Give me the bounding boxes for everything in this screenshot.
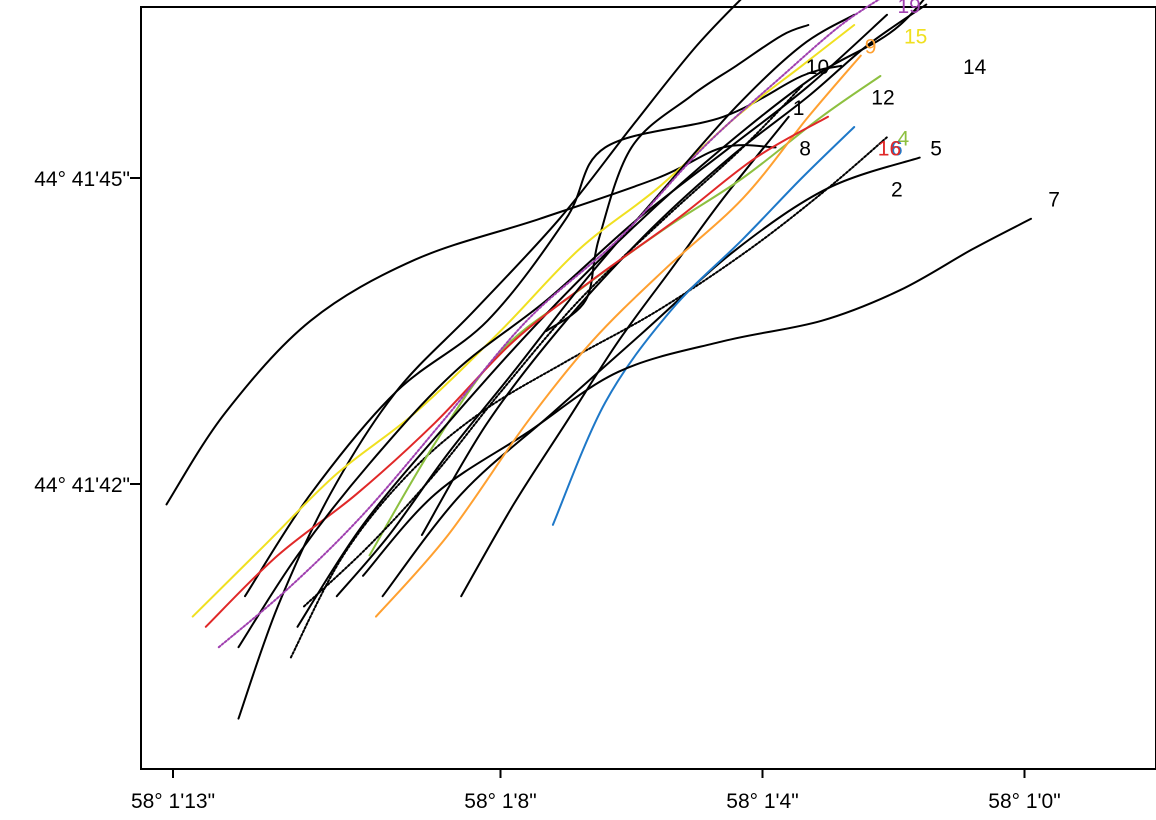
plot-frame bbox=[140, 6, 1156, 770]
track-line-8 bbox=[165, 144, 777, 506]
x-tick-label: 58° 1'8" bbox=[464, 790, 536, 813]
x-tick-label: 58° 1'0" bbox=[988, 790, 1060, 813]
track-line-19 bbox=[217, 0, 881, 649]
track-line-3 bbox=[237, 0, 742, 720]
track-label-16: 16 bbox=[878, 138, 901, 161]
track-line-1 bbox=[460, 115, 790, 598]
track-line-7 bbox=[362, 217, 1032, 577]
track-label-7: 7 bbox=[1048, 189, 1060, 212]
track-label-19: 19 bbox=[898, 0, 921, 18]
x-tick-label: 58° 1'4" bbox=[726, 790, 798, 813]
track-line-15 bbox=[191, 24, 856, 618]
track-line-2 bbox=[289, 136, 888, 659]
track-label-14: 14 bbox=[963, 56, 987, 79]
y-tick-label: 44° 41'42" bbox=[34, 474, 130, 497]
y-axis-ticks: 44° 41'45" 44° 41'42" bbox=[34, 168, 141, 497]
track-label-9: 9 bbox=[865, 36, 877, 59]
track-label-12: 12 bbox=[871, 87, 894, 110]
track-line-9 bbox=[375, 54, 862, 618]
track-label-2: 2 bbox=[891, 178, 903, 201]
track-line-6 bbox=[551, 126, 856, 526]
track-line-16 bbox=[204, 115, 829, 628]
track-line-17 bbox=[335, 13, 856, 598]
track-line-14 bbox=[420, 3, 928, 536]
track-label-10: 10 bbox=[806, 56, 829, 79]
track-label-layer: 12345678910111213141516171819 bbox=[793, 0, 1060, 212]
track-label-8: 8 bbox=[799, 138, 811, 161]
x-axis-ticks: 58° 1'13" 58° 1'8" 58° 1'4" 58° 1'0" bbox=[131, 769, 1061, 813]
track-label-5: 5 bbox=[930, 138, 942, 161]
track-line-10 bbox=[303, 85, 803, 608]
track-label-15: 15 bbox=[904, 25, 927, 48]
track-label-6: 6 bbox=[891, 138, 903, 161]
y-tick-label: 44° 41'45" bbox=[34, 168, 130, 191]
series-layer bbox=[165, 0, 1032, 720]
x-tick-label: 58° 1'13" bbox=[131, 790, 215, 813]
track-line-13 bbox=[296, 0, 925, 628]
track-line-18 bbox=[237, 13, 888, 649]
track-line-5 bbox=[381, 156, 921, 598]
track-label-4: 4 bbox=[898, 127, 910, 150]
track-label-1: 1 bbox=[793, 97, 805, 120]
